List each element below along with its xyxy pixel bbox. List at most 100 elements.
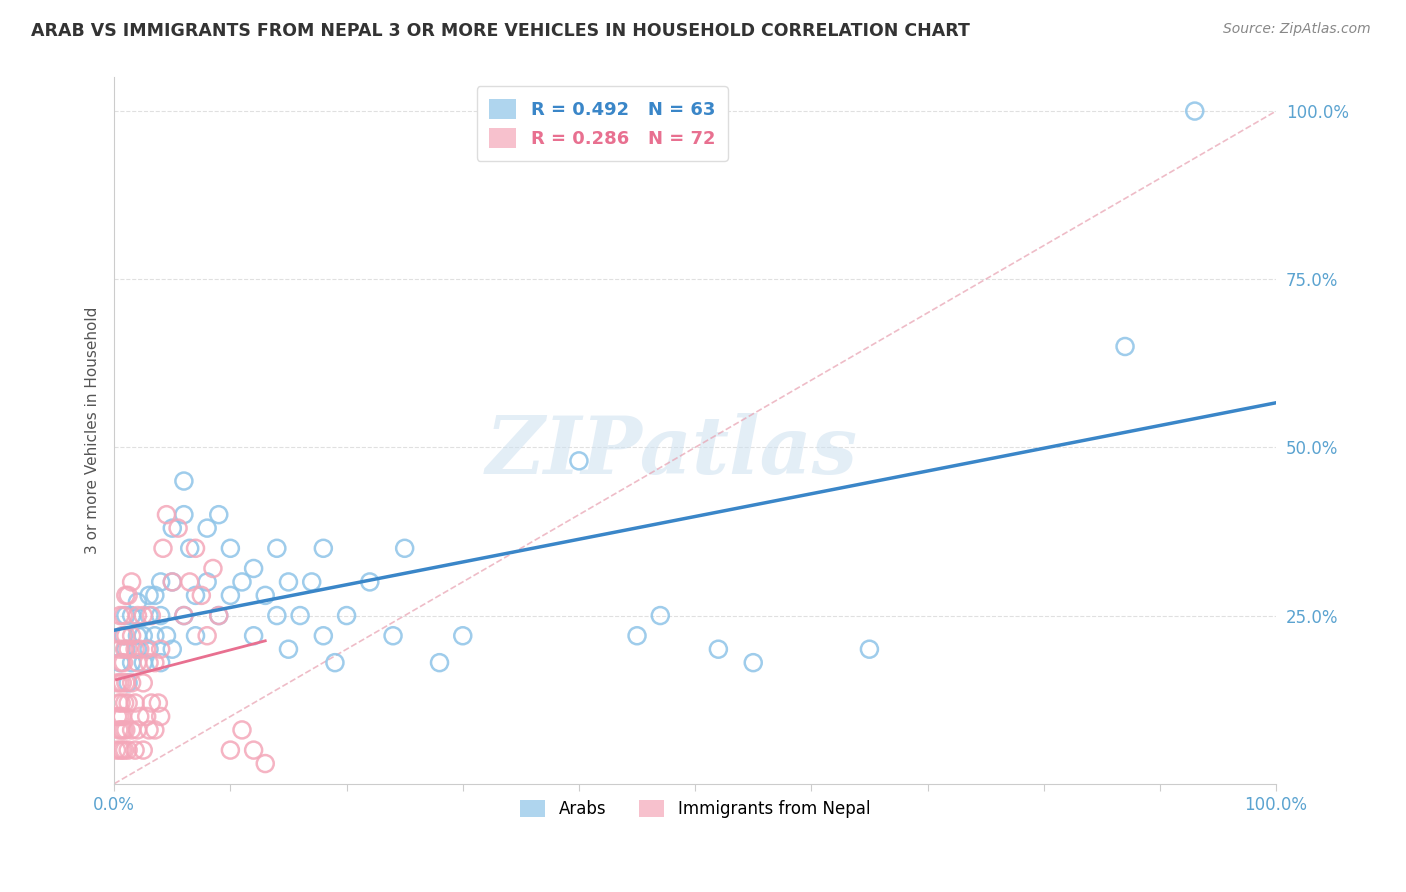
Point	[132, 676, 155, 690]
Point	[127, 608, 149, 623]
Point	[111, 709, 134, 723]
Point	[195, 629, 218, 643]
Point	[124, 743, 146, 757]
Point	[114, 642, 136, 657]
Point	[114, 723, 136, 737]
Point	[254, 588, 277, 602]
Point	[190, 588, 212, 602]
Point	[132, 608, 155, 623]
Point	[114, 696, 136, 710]
Point	[149, 656, 172, 670]
Point	[242, 561, 264, 575]
Point	[626, 629, 648, 643]
Point	[173, 474, 195, 488]
Y-axis label: 3 or more Vehicles in Household: 3 or more Vehicles in Household	[86, 307, 100, 554]
Point	[135, 642, 157, 657]
Point	[127, 642, 149, 657]
Point	[173, 608, 195, 623]
Point	[707, 642, 730, 657]
Point	[162, 642, 184, 657]
Point	[301, 574, 323, 589]
Point	[127, 629, 149, 643]
Point	[208, 508, 231, 522]
Point	[152, 541, 174, 556]
Point	[394, 541, 416, 556]
Point	[195, 521, 218, 535]
Point	[111, 743, 134, 757]
Point	[108, 656, 131, 670]
Text: Source: ZipAtlas.com: Source: ZipAtlas.com	[1223, 22, 1371, 37]
Point	[184, 588, 207, 602]
Point	[219, 541, 242, 556]
Point	[111, 629, 134, 643]
Point	[242, 743, 264, 757]
Point	[135, 709, 157, 723]
Point	[568, 454, 591, 468]
Point	[105, 743, 128, 757]
Point	[219, 743, 242, 757]
Point	[155, 508, 177, 522]
Point	[277, 642, 299, 657]
Point	[323, 656, 346, 670]
Point	[107, 709, 129, 723]
Point	[179, 574, 201, 589]
Point	[143, 723, 166, 737]
Point	[148, 696, 170, 710]
Point	[231, 723, 253, 737]
Point	[143, 588, 166, 602]
Point	[121, 676, 143, 690]
Point	[451, 629, 474, 643]
Point	[208, 608, 231, 623]
Point	[429, 656, 451, 670]
Point	[114, 608, 136, 623]
Point	[108, 642, 131, 657]
Point	[110, 656, 132, 670]
Point	[108, 723, 131, 737]
Point	[254, 756, 277, 771]
Point	[149, 642, 172, 657]
Point	[138, 608, 160, 623]
Point	[143, 656, 166, 670]
Point	[141, 608, 163, 623]
Point	[138, 723, 160, 737]
Point	[288, 608, 311, 623]
Point	[208, 608, 231, 623]
Point	[162, 521, 184, 535]
Point	[141, 696, 163, 710]
Point	[143, 629, 166, 643]
Point	[173, 508, 195, 522]
Point	[108, 676, 131, 690]
Point	[121, 574, 143, 589]
Point	[117, 743, 139, 757]
Point	[121, 608, 143, 623]
Point	[110, 696, 132, 710]
Point	[179, 541, 201, 556]
Point	[112, 608, 135, 623]
Point	[110, 723, 132, 737]
Point	[335, 608, 357, 623]
Point	[111, 676, 134, 690]
Point	[128, 709, 150, 723]
Point	[242, 629, 264, 643]
Point	[162, 574, 184, 589]
Point	[108, 709, 131, 723]
Point	[117, 696, 139, 710]
Point	[132, 629, 155, 643]
Point	[219, 588, 242, 602]
Point	[359, 574, 381, 589]
Legend: Arabs, Immigrants from Nepal: Arabs, Immigrants from Nepal	[513, 793, 877, 825]
Point	[108, 608, 131, 623]
Point	[173, 608, 195, 623]
Point	[121, 629, 143, 643]
Point	[858, 642, 880, 657]
Point	[149, 608, 172, 623]
Point	[138, 642, 160, 657]
Point	[184, 629, 207, 643]
Point	[112, 656, 135, 670]
Point	[117, 588, 139, 602]
Point	[201, 561, 224, 575]
Point	[277, 574, 299, 589]
Point	[162, 574, 184, 589]
Point	[114, 629, 136, 643]
Point	[128, 642, 150, 657]
